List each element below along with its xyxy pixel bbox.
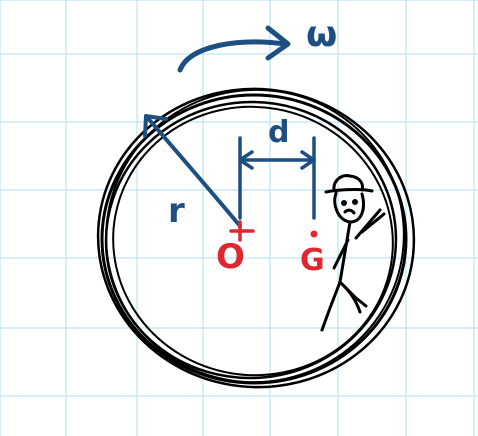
wheel — [96, 87, 416, 389]
distance-label: d — [268, 115, 289, 150]
rotation-arrow-icon — [177, 25, 291, 73]
mass-center-label: G — [300, 243, 325, 278]
center-label: O — [216, 237, 245, 277]
center-marker — [229, 220, 255, 242]
radius-label: r — [168, 191, 185, 231]
omega-label: ω — [306, 14, 337, 55]
distance-dimension — [238, 136, 316, 220]
radius-arrow — [143, 114, 242, 228]
person-icon — [320, 174, 386, 332]
mass-center-dot — [310, 230, 318, 238]
